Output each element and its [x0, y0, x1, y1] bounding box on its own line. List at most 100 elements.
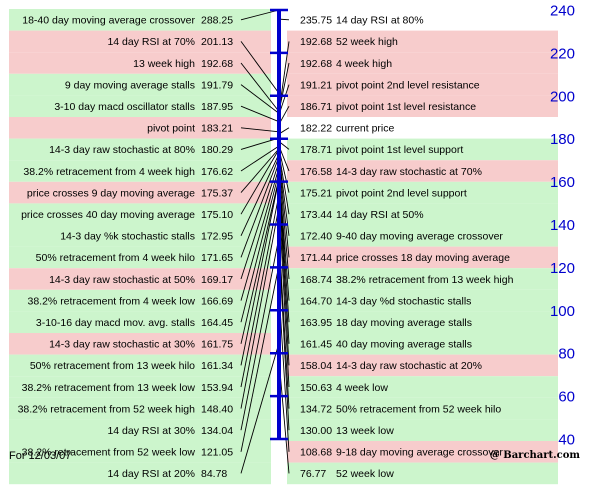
- left-connector-line: [240, 148, 280, 215]
- left-row-band: [9, 441, 271, 463]
- right-row-band: [287, 268, 558, 290]
- right-row-band: [287, 117, 558, 139]
- left-connector-line: [240, 156, 280, 258]
- left-row-value: 191.79: [201, 79, 233, 91]
- right-row-label: 13 week low: [336, 425, 394, 437]
- left-row-label: 38.2% retracement from 52 week high: [18, 403, 196, 415]
- left-connector-line: [240, 237, 280, 431]
- left-row-label: 9 day moving average stalls: [65, 79, 195, 91]
- left-row-band: [9, 419, 271, 441]
- right-row-band: [287, 397, 558, 420]
- left-row-value: 187.95: [201, 101, 233, 113]
- left-row-band: [9, 181, 271, 204]
- right-row-label: price crosses 18 day moving average: [336, 252, 510, 264]
- left-connector-line: [240, 265, 280, 452]
- left-row-value: 134.04: [201, 425, 233, 437]
- right-row-band: [287, 354, 558, 377]
- right-row-value: 172.40: [300, 231, 332, 243]
- left-row-band: [9, 225, 271, 247]
- left-row-value: 288.25: [201, 15, 233, 27]
- left-row-label: 38.2% retracement from 52 week low: [22, 447, 196, 459]
- right-row-label: pivot point 2nd level resistance: [336, 79, 480, 91]
- left-row-band: [9, 311, 271, 333]
- left-row-value: 180.29: [201, 144, 233, 156]
- axis-tick-label: 60: [558, 389, 575, 406]
- left-row-label: price crosses 40 day moving average: [21, 209, 195, 221]
- right-row-band: [287, 419, 558, 441]
- right-row-band: [287, 311, 558, 333]
- price-axis: [270, 8, 288, 441]
- right-row-value: 186.71: [300, 101, 332, 113]
- left-row-band: [9, 30, 271, 53]
- axis-tick-labels: 240 220 200 180 160 140 120 100 80 60 40: [550, 3, 575, 449]
- right-row-label: 14-3 day raw stochastic at 20%: [336, 360, 482, 372]
- left-row-band: [9, 462, 271, 485]
- right-row-value: 108.68: [300, 447, 332, 459]
- left-row-value: 121.05: [201, 447, 233, 459]
- left-row-label: 14-3 day raw stochastic at 30%: [49, 339, 195, 351]
- row-bands: [9, 9, 558, 485]
- row-labels: 18-40 day moving average crossover 288.25…: [18, 15, 514, 481]
- right-row-value: 161.45: [300, 339, 332, 351]
- left-connector-line: [240, 167, 280, 301]
- axis-tick-label: 120: [550, 260, 575, 277]
- left-row-band: [9, 397, 271, 420]
- left-row-value: 148.40: [201, 403, 233, 415]
- right-row-value: 171.44: [300, 252, 332, 264]
- right-row-label: 9-40 day moving average crossover: [336, 231, 503, 243]
- left-row-band: [9, 95, 271, 117]
- right-row-label: 14 day RSI at 80%: [336, 15, 424, 27]
- left-row-band: [9, 9, 271, 31]
- left-row-value: 153.94: [201, 382, 233, 394]
- right-row-value: 163.95: [300, 317, 332, 329]
- left-connector-line: [240, 153, 280, 236]
- left-connector-line: [240, 178, 280, 366]
- right-row-value: 192.68: [300, 36, 332, 48]
- left-connector-line: [240, 127, 280, 133]
- left-row-label: 14 day RSI at 20%: [107, 468, 195, 480]
- right-row-value: 192.68: [300, 58, 332, 70]
- left-row-value: 161.75: [201, 339, 233, 351]
- axis-tick-label: 160: [550, 174, 575, 191]
- right-row-value: 76.77: [300, 468, 326, 480]
- left-row-band: [9, 117, 271, 139]
- left-connector-line: [240, 62, 280, 112]
- right-row-band: [287, 225, 558, 247]
- left-connector-line: [240, 148, 280, 193]
- right-row-label: current price: [336, 123, 395, 135]
- left-row-value: 172.95: [201, 231, 233, 243]
- right-row-band: [287, 52, 558, 74]
- left-row-band: [9, 376, 271, 398]
- left-connector-line: [240, 105, 280, 123]
- left-row-band: [9, 333, 271, 355]
- right-row-label: 4 week low: [336, 382, 388, 394]
- right-row-value: 175.21: [300, 187, 332, 199]
- left-row-value: 176.62: [201, 166, 233, 178]
- right-row-label: 4 week high: [336, 58, 392, 70]
- left-row-value: 161.34: [201, 360, 233, 372]
- right-row-band: [287, 333, 558, 355]
- right-row-value: 130.00: [300, 425, 332, 437]
- left-connector-line: [240, 41, 280, 94]
- footer-credit: @ Barchart.com: [489, 450, 580, 461]
- right-row-band: [287, 73, 558, 96]
- right-row-value: 158.04: [300, 360, 332, 372]
- right-row-label: 50% retracement from 52 week hilo: [336, 403, 501, 415]
- left-row-label: 14 day RSI at 30%: [107, 425, 195, 437]
- left-row-label: 18-40 day moving average crossover: [22, 15, 195, 27]
- left-row-label: 3-10 day macd oscillator stalls: [54, 101, 195, 113]
- left-row-label: 14-3 day raw stochastic at 50%: [49, 274, 195, 286]
- left-row-label: 50% retracement from 13 week hilo: [30, 360, 195, 372]
- left-row-label: 50% retracement from 4 week hilo: [36, 252, 195, 264]
- right-row-label: 52 week low: [336, 468, 394, 480]
- right-row-band: [287, 95, 558, 117]
- right-row-label: 18 day moving average stalls: [336, 317, 472, 329]
- right-row-label: 40 day moving average stalls: [336, 339, 472, 351]
- left-row-label: 38.2% retracement from 4 week low: [28, 295, 196, 307]
- left-row-band: [9, 289, 271, 312]
- right-row-value: 173.44: [300, 209, 332, 221]
- right-row-value: 178.71: [300, 144, 332, 156]
- right-row-label: pivot point 1st level resistance: [336, 101, 476, 113]
- axis-tick-label: 140: [550, 217, 575, 234]
